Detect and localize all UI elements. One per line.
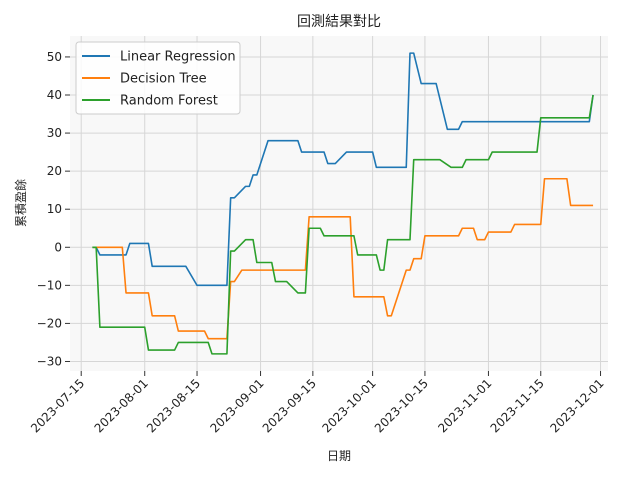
y-tick-label: 50 [47, 50, 62, 64]
series-group [92, 52, 594, 355]
legend-label: Decision Tree [120, 72, 207, 87]
grid [70, 36, 608, 371]
x-axis-label: 日期 [327, 449, 351, 463]
y-tick-label: −30 [37, 354, 62, 368]
legend-label: Linear Regression [120, 50, 236, 65]
y-tick-label: 30 [47, 126, 62, 140]
y-axis-label: 累積盈餘 [13, 179, 28, 227]
y-tick-label: −10 [37, 278, 62, 292]
y-tick-label: −20 [37, 316, 62, 330]
legend-label: Random Forest [120, 94, 218, 109]
chart-title: 回測結果對比 [297, 14, 381, 30]
y-tick-label: 0 [54, 240, 62, 254]
series-line-random-forest [92, 94, 594, 355]
legend-box [75, 41, 241, 115]
series-line-linear-regression [92, 52, 594, 287]
legend: Linear Regression Decision Tree Random For… [75, 41, 241, 115]
y-tick-label: 20 [47, 164, 62, 178]
y-tick-label: 10 [47, 202, 62, 216]
y-tick-label: 40 [47, 88, 62, 102]
series-line-decision-tree [92, 177, 594, 340]
